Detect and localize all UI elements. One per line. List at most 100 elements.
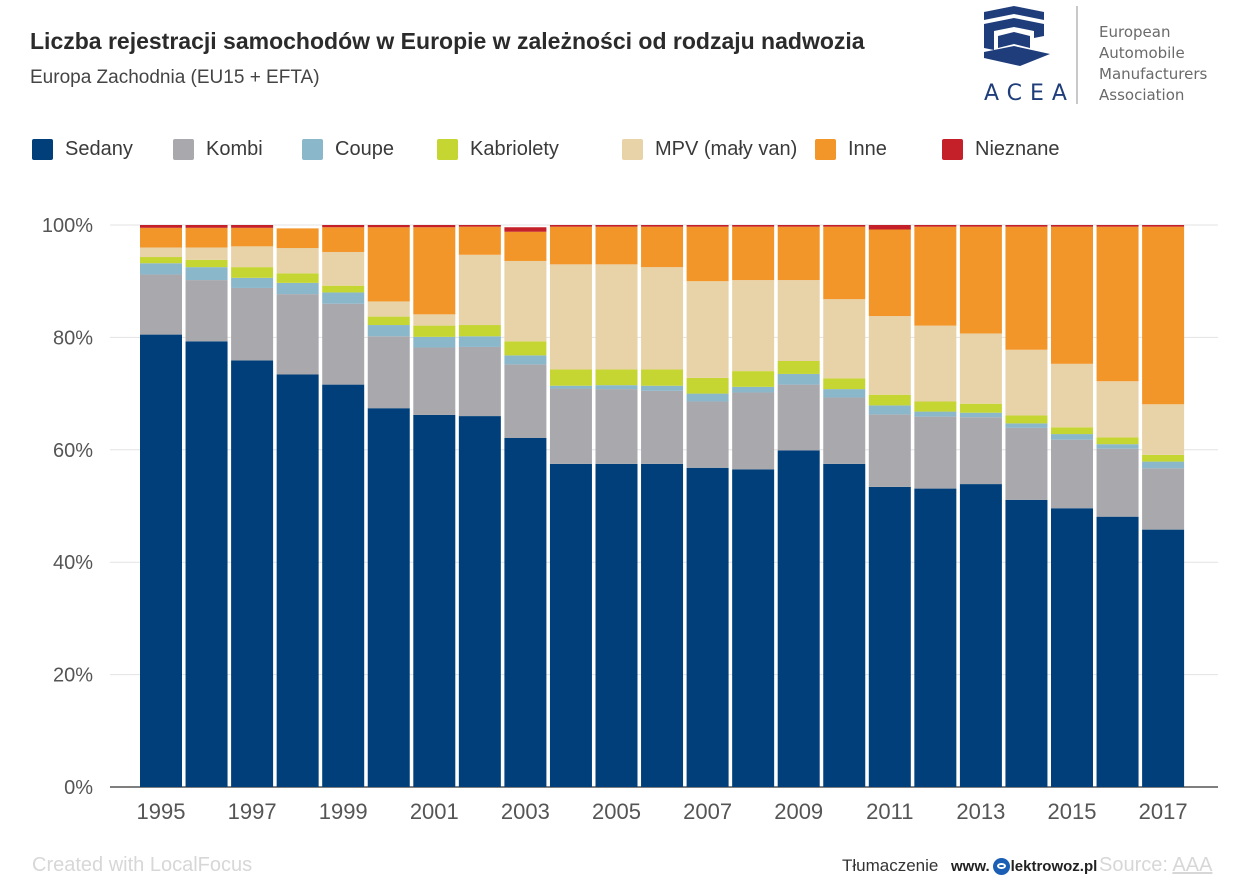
bar-stack-2016[interactable]: [1096, 225, 1139, 787]
bar-segment-kombi-2009[interactable]: [777, 384, 820, 451]
bar-segment-nieznane-2017[interactable]: [1142, 225, 1185, 227]
bar-segment-coupe-2013[interactable]: [959, 412, 1002, 418]
bar-segment-kombi-2016[interactable]: [1096, 448, 1139, 517]
bar-segment-nieznane-2009[interactable]: [777, 225, 820, 227]
bar-segment-mpv-mały-van--2004[interactable]: [549, 264, 592, 370]
bar-segment-kombi-2007[interactable]: [686, 401, 729, 468]
bar-segment-sedany-2013[interactable]: [959, 484, 1002, 787]
bar-segment-kabriolety-2015[interactable]: [1051, 427, 1093, 435]
bar-segment-kabriolety-2002[interactable]: [458, 325, 501, 337]
bar-segment-sedany-2000[interactable]: [367, 408, 410, 787]
bar-segment-coupe-1995[interactable]: [140, 263, 182, 275]
bar-segment-sedany-1997[interactable]: [231, 360, 274, 787]
bar-stack-2009[interactable]: [777, 225, 820, 787]
bar-segment-mpv-mały-van--2002[interactable]: [458, 254, 501, 326]
bar-segment-nieznane-2005[interactable]: [595, 225, 638, 227]
bar-segment-nieznane-2002[interactable]: [458, 225, 501, 227]
bar-segment-coupe-2001[interactable]: [413, 336, 456, 348]
bar-segment-kombi-2010[interactable]: [823, 397, 866, 464]
bar-stack-2008[interactable]: [732, 225, 775, 787]
bar-segment-kabriolety-2016[interactable]: [1096, 437, 1139, 445]
bar-segment-nieznane-1995[interactable]: [140, 225, 182, 228]
bar-stack-2010[interactable]: [823, 225, 866, 787]
bar-segment-kombi-2003[interactable]: [504, 364, 547, 438]
bar-segment-kabriolety-1999[interactable]: [322, 285, 365, 293]
legend-item-inne[interactable]: Inne: [815, 134, 887, 164]
bar-segment-nieznane-1997[interactable]: [231, 225, 274, 228]
bar-segment-nieznane-1999[interactable]: [322, 225, 365, 228]
bar-segment-coupe-2014[interactable]: [1005, 423, 1048, 428]
bar-segment-kabriolety-2000[interactable]: [367, 316, 410, 326]
bar-segment-coupe-2017[interactable]: [1142, 461, 1185, 469]
bar-stack-2013[interactable]: [959, 225, 1002, 787]
bar-segment-kabriolety-2001[interactable]: [413, 325, 456, 337]
bar-segment-inne-2001[interactable]: [413, 227, 456, 315]
bar-segment-coupe-1997[interactable]: [231, 277, 274, 288]
bar-segment-sedany-1998[interactable]: [276, 374, 319, 787]
bar-segment-kombi-2012[interactable]: [914, 416, 957, 489]
bar-stack-2005[interactable]: [595, 225, 638, 787]
bar-segment-kabriolety-1996[interactable]: [185, 259, 228, 268]
bar-segment-sedany-2004[interactable]: [549, 463, 592, 787]
bar-segment-coupe-2002[interactable]: [458, 336, 501, 347]
bar-stack-1998[interactable]: [276, 228, 319, 787]
legend-item-kombi[interactable]: Kombi: [173, 134, 263, 164]
bar-segment-inne-2017[interactable]: [1142, 226, 1185, 405]
bar-segment-coupe-2000[interactable]: [367, 325, 410, 337]
bar-segment-kombi-2004[interactable]: [549, 388, 592, 464]
bar-segment-kombi-2017[interactable]: [1142, 468, 1185, 530]
bar-segment-nieznane-2010[interactable]: [823, 225, 866, 227]
bar-segment-coupe-2012[interactable]: [914, 411, 957, 417]
bar-segment-mpv-mały-van--1995[interactable]: [140, 247, 182, 258]
bar-segment-nieznane-2015[interactable]: [1051, 225, 1093, 227]
bar-segment-inne-2002[interactable]: [458, 226, 501, 255]
bar-segment-coupe-2009[interactable]: [777, 373, 820, 385]
bar-segment-sedany-2010[interactable]: [823, 463, 866, 787]
bar-segment-kombi-1996[interactable]: [185, 280, 228, 342]
bar-segment-mpv-mały-van--2012[interactable]: [914, 325, 957, 402]
bar-stack-2003[interactable]: [504, 227, 547, 787]
bar-segment-nieznane-2014[interactable]: [1005, 225, 1048, 227]
bar-segment-nieznane-2004[interactable]: [549, 225, 592, 227]
bar-stack-1999[interactable]: [322, 225, 365, 787]
bar-segment-kabriolety-2003[interactable]: [504, 341, 547, 356]
bar-segment-kombi-2001[interactable]: [413, 347, 456, 415]
bar-segment-sedany-2008[interactable]: [732, 469, 775, 787]
legend-item-kabriolety[interactable]: Kabriolety: [437, 134, 559, 164]
bar-segment-kombi-2005[interactable]: [595, 389, 638, 464]
bar-segment-coupe-2006[interactable]: [641, 385, 684, 391]
bar-segment-sedany-1995[interactable]: [140, 334, 182, 787]
bar-segment-nieznane-2011[interactable]: [868, 225, 911, 230]
bar-segment-mpv-mały-van--2009[interactable]: [777, 280, 820, 362]
bar-segment-inne-2013[interactable]: [959, 226, 1002, 334]
bar-segment-mpv-mały-van--2003[interactable]: [504, 260, 547, 342]
bar-segment-coupe-2003[interactable]: [504, 355, 547, 365]
bar-segment-inne-1998[interactable]: [276, 228, 319, 249]
bar-segment-mpv-mały-van--2013[interactable]: [959, 333, 1002, 404]
bar-segment-inne-1997[interactable]: [231, 227, 274, 247]
bar-segment-coupe-1999[interactable]: [322, 292, 365, 304]
bar-stack-1995[interactable]: [140, 225, 182, 787]
bar-segment-mpv-mały-van--2005[interactable]: [595, 264, 638, 370]
legend-item-sedany[interactable]: Sedany: [32, 134, 133, 164]
bar-segment-mpv-mały-van--2000[interactable]: [367, 301, 410, 317]
bar-segment-inne-2008[interactable]: [732, 226, 775, 281]
created-with-credit[interactable]: Created with LocalFocus: [32, 854, 253, 876]
bar-stack-2000[interactable]: [367, 225, 410, 787]
bar-segment-inne-1996[interactable]: [185, 227, 228, 248]
bar-segment-kombi-2000[interactable]: [367, 336, 410, 409]
bar-segment-nieznane-2003[interactable]: [504, 227, 547, 232]
source-link[interactable]: AAA: [1172, 854, 1213, 876]
bar-segment-nieznane-2008[interactable]: [732, 225, 775, 227]
bar-segment-nieznane-2016[interactable]: [1096, 225, 1139, 227]
bar-segment-kabriolety-2012[interactable]: [914, 401, 957, 412]
bar-segment-nieznane-2001[interactable]: [413, 225, 456, 228]
bar-segment-coupe-2011[interactable]: [868, 405, 911, 415]
bar-segment-inne-2006[interactable]: [641, 226, 684, 268]
bar-segment-coupe-1998[interactable]: [276, 282, 319, 295]
bar-segment-inne-2005[interactable]: [595, 226, 638, 265]
bar-segment-kombi-2011[interactable]: [868, 414, 911, 487]
bar-segment-mpv-mały-van--1996[interactable]: [185, 247, 228, 260]
bar-segment-inne-2015[interactable]: [1051, 226, 1093, 364]
bar-segment-sedany-2014[interactable]: [1005, 499, 1048, 787]
